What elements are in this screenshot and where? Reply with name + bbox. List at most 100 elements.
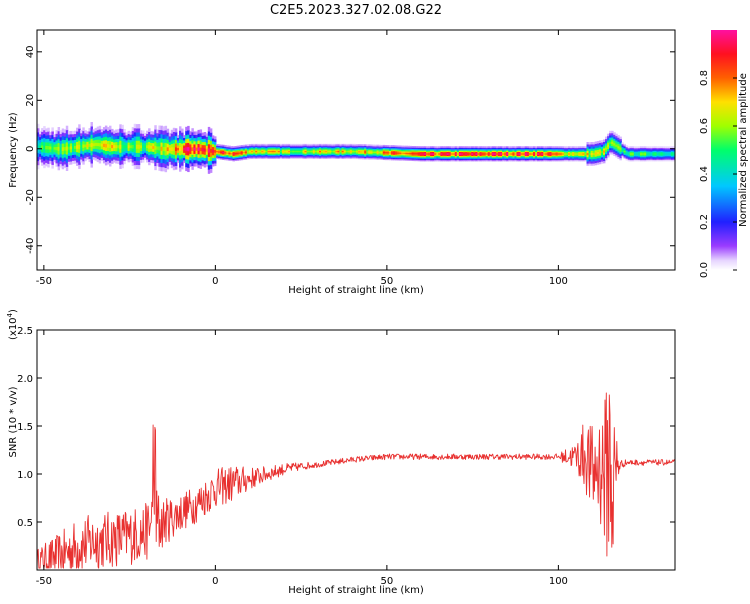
heatmap-cell (267, 154, 270, 157)
heatmap-cell (214, 152, 217, 156)
heatmap-cell (148, 154, 151, 159)
heatmap-cell (199, 140, 203, 145)
snr-x-tick-label: -50 (36, 576, 52, 587)
heatmap-cell (479, 147, 482, 150)
heatmap-cell (209, 148, 213, 153)
heatmap-cell (652, 150, 655, 153)
heatmap-cell (487, 146, 491, 149)
heatmap-cell (588, 158, 592, 162)
heatmap-cell (107, 137, 110, 141)
heatmap-cell (337, 143, 340, 146)
heatmap-cell (246, 153, 250, 156)
heatmap-cell (325, 150, 328, 153)
heatmap-cell (347, 150, 351, 153)
heatmap-cell (391, 145, 394, 147)
heatmap-cell (257, 153, 260, 155)
heatmap-cell (650, 153, 653, 155)
heatmap-cell (349, 155, 353, 158)
heatmap-cell (580, 150, 583, 153)
heatmap-cell (432, 153, 435, 155)
heatmap-cell (448, 158, 452, 161)
heatmap-cell (131, 141, 135, 145)
heatmap-cell (246, 156, 250, 159)
heatmap-cell (265, 145, 268, 147)
heatmap-cell (216, 153, 219, 156)
heatmap-cell (166, 161, 170, 166)
heatmap-cell (456, 154, 460, 157)
heatmap-cell (55, 143, 58, 147)
heatmap-cell (588, 142, 592, 145)
heatmap-cell (648, 159, 651, 162)
heatmap-cell (557, 146, 561, 149)
heatmap-cell (409, 153, 412, 156)
heatmap-cell (137, 148, 141, 153)
heatmap-cell (327, 145, 330, 147)
heatmap-cell (341, 143, 345, 146)
heatmap-cell (133, 136, 137, 141)
heatmap-cell (197, 140, 200, 145)
heatmap-cell (401, 153, 404, 156)
heatmap-cell (238, 145, 242, 148)
heatmap-cell (376, 146, 380, 148)
heatmap-cell (100, 157, 104, 161)
heatmap-cell (69, 152, 73, 156)
heatmap-cell (502, 149, 505, 151)
heatmap-cell (255, 153, 258, 155)
heatmap-cell (642, 159, 645, 162)
heatmap-cell (193, 150, 196, 154)
heatmap-cell (376, 150, 380, 152)
heatmap-cell (545, 149, 548, 151)
heatmap-cell (353, 157, 357, 160)
heatmap-cell (572, 155, 575, 158)
heatmap-cell (230, 146, 233, 148)
heatmap-cell (660, 153, 664, 155)
heatmap-cell (545, 153, 548, 155)
heatmap-cell (646, 157, 649, 159)
heatmap-cell (251, 149, 254, 151)
heatmap-cell (613, 136, 616, 140)
heatmap-cell (166, 136, 170, 141)
heatmap-cell (428, 149, 431, 151)
heatmap-cell (65, 146, 69, 151)
heatmap-cell (452, 155, 456, 158)
heatmap-cell (668, 158, 672, 161)
heatmap-cell (84, 152, 87, 156)
heatmap-cell (442, 154, 445, 157)
heatmap-cell (133, 144, 137, 149)
heatmap-cell (512, 155, 515, 158)
heatmap-cell (267, 149, 270, 151)
snr-y-tick-label: 2.5 (17, 326, 33, 337)
heatmap-cell (419, 146, 423, 149)
heatmap-cell (292, 157, 295, 159)
heatmap-cell (469, 146, 472, 149)
heatmap-cell (275, 151, 279, 154)
heatmap-cell (417, 159, 421, 162)
heatmap-cell (244, 145, 248, 148)
heatmap-cell (218, 157, 221, 160)
heatmap-cell (543, 149, 546, 151)
heatmap-cell (57, 134, 61, 140)
heatmap-cell (168, 141, 172, 145)
heatmap-cell (261, 155, 264, 158)
heatmap-cell (609, 149, 612, 153)
heatmap-cell (218, 153, 221, 156)
heatmap-cell (220, 152, 223, 155)
heatmap-cell (261, 149, 264, 151)
heatmap-cell (565, 157, 569, 159)
heatmap-cell (485, 159, 489, 162)
heatmap-cell (386, 151, 390, 154)
heatmap-cell (533, 158, 536, 161)
heatmap-cell (444, 149, 447, 151)
heatmap-cell (617, 150, 620, 153)
heatmap-cell (185, 142, 188, 148)
heatmap-cell (195, 144, 198, 148)
heatmap-cell (137, 156, 141, 162)
heatmap-cell (261, 153, 264, 155)
spectrogram-y-tick-label: -40 (25, 238, 36, 254)
heatmap-cell (621, 145, 624, 147)
heatmap-cell (351, 146, 355, 149)
heatmap-cell (444, 153, 447, 155)
heatmap-cell (481, 147, 484, 150)
heatmap-cell (452, 147, 456, 150)
heatmap-cell (407, 153, 410, 156)
